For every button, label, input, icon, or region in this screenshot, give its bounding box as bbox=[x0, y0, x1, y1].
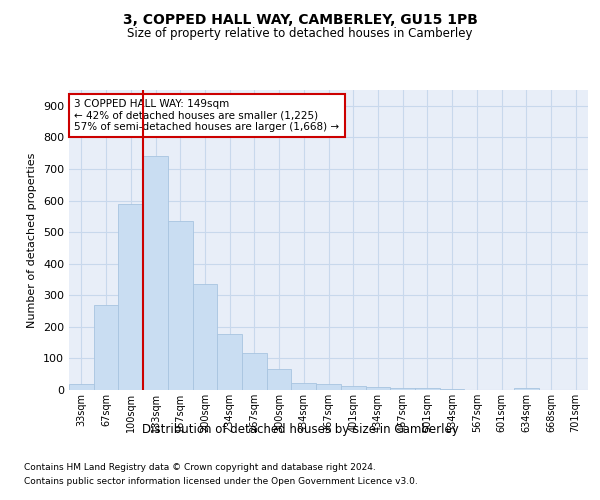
Bar bbox=[292, 383, 316, 390]
Bar bbox=[415, 388, 440, 390]
Text: Size of property relative to detached houses in Camberley: Size of property relative to detached ho… bbox=[127, 28, 473, 40]
Bar bbox=[94, 304, 118, 390]
Bar bbox=[365, 388, 390, 390]
Y-axis label: Number of detached properties: Number of detached properties bbox=[28, 152, 37, 328]
Bar bbox=[217, 334, 242, 390]
Bar bbox=[193, 284, 217, 390]
Bar bbox=[118, 204, 143, 390]
Bar bbox=[69, 384, 94, 390]
Text: Contains HM Land Registry data © Crown copyright and database right 2024.: Contains HM Land Registry data © Crown c… bbox=[24, 462, 376, 471]
Bar bbox=[267, 368, 292, 390]
Text: 3, COPPED HALL WAY, CAMBERLEY, GU15 1PB: 3, COPPED HALL WAY, CAMBERLEY, GU15 1PB bbox=[122, 12, 478, 26]
Bar bbox=[440, 388, 464, 390]
Bar bbox=[316, 384, 341, 390]
Text: Distribution of detached houses by size in Camberley: Distribution of detached houses by size … bbox=[142, 422, 458, 436]
Bar bbox=[514, 388, 539, 390]
Bar bbox=[168, 221, 193, 390]
Bar bbox=[143, 156, 168, 390]
Bar bbox=[242, 352, 267, 390]
Text: 3 COPPED HALL WAY: 149sqm
← 42% of detached houses are smaller (1,225)
57% of se: 3 COPPED HALL WAY: 149sqm ← 42% of detac… bbox=[74, 99, 340, 132]
Bar bbox=[341, 386, 365, 390]
Bar bbox=[390, 388, 415, 390]
Text: Contains public sector information licensed under the Open Government Licence v3: Contains public sector information licen… bbox=[24, 478, 418, 486]
